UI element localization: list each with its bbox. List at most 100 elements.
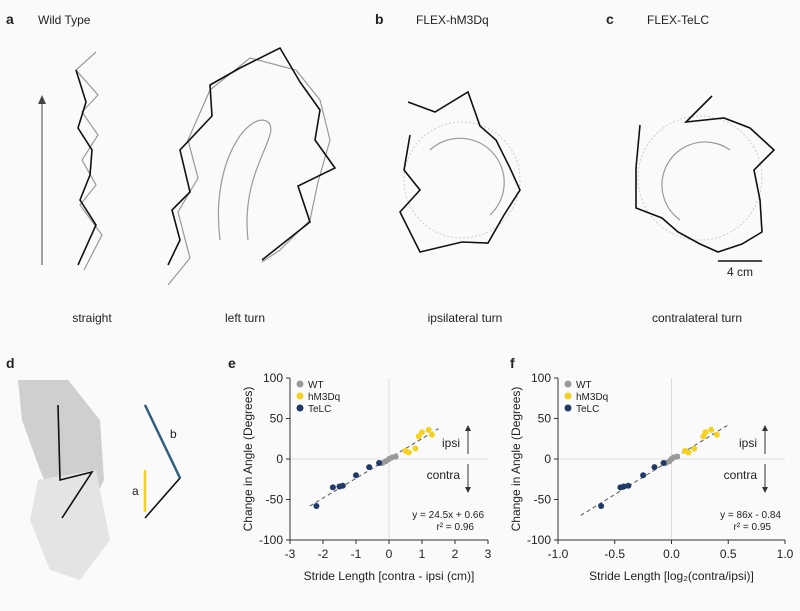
point — [651, 464, 658, 471]
legend-marker — [564, 380, 572, 388]
point — [708, 426, 715, 433]
x-tick-label: 0 — [386, 547, 393, 561]
x-tick-label: 3 — [485, 547, 492, 561]
x-tick-label: 0.0 — [663, 547, 680, 561]
x-tick-label: -1 — [351, 547, 362, 561]
direction-label: contra — [427, 468, 461, 482]
legend-marker — [564, 404, 572, 412]
panel-letter: a — [6, 11, 14, 27]
panel-letter: b — [375, 11, 384, 27]
point — [660, 460, 667, 467]
legend-marker — [296, 392, 304, 400]
legend-marker — [564, 392, 572, 400]
stride-gray — [167, 57, 331, 286]
point — [366, 464, 373, 471]
y-tick-label: 100 — [263, 371, 283, 385]
left-turn-sketch — [167, 46, 337, 286]
ipsi-sketch — [399, 90, 521, 253]
direction-arrow-head — [465, 487, 471, 493]
y-tick-label: 50 — [538, 412, 552, 426]
direction-label: ipsi — [442, 436, 460, 450]
legend-label: TeLC — [576, 404, 599, 415]
x-tick-label: -0.5 — [604, 547, 625, 561]
panel-title: FLEX-hM3Dq — [416, 13, 489, 27]
stride-black — [167, 46, 337, 266]
caption: left turn — [225, 311, 265, 325]
point — [640, 472, 647, 479]
arrow-head — [38, 95, 46, 104]
caption: straight — [72, 311, 112, 325]
x-tick-label: -1.0 — [548, 547, 569, 561]
point — [313, 502, 320, 509]
legend-label: WT — [308, 380, 324, 391]
r2-label: r² = 0.96 — [436, 522, 474, 533]
direction-arrow-head — [465, 425, 471, 431]
point — [419, 429, 425, 436]
direction-arrow-head — [762, 487, 768, 493]
mouse-hind — [30, 470, 110, 580]
y-tick-label: 100 — [531, 371, 551, 385]
point — [353, 472, 359, 479]
y-tick-label: -50 — [534, 493, 552, 507]
contra-sketch — [635, 95, 776, 253]
scale-label: 4 cm — [727, 265, 753, 279]
point — [428, 431, 435, 438]
point — [392, 453, 399, 460]
point — [713, 431, 720, 438]
y-axis-label: Change in Angle (Degrees) — [509, 387, 523, 532]
rotation-arrow — [429, 137, 505, 216]
stride-black — [635, 95, 776, 253]
y-tick-label: -50 — [266, 493, 284, 507]
x-tick-label: -2 — [318, 547, 329, 561]
point — [425, 426, 432, 433]
fit-line — [580, 424, 729, 516]
straight-sketch — [38, 51, 103, 271]
legend-label: hM3Dq — [308, 392, 340, 403]
x-tick-label: 0.5 — [720, 547, 737, 561]
point — [415, 433, 422, 440]
legend-marker — [296, 404, 304, 412]
point — [691, 445, 698, 452]
point — [329, 484, 336, 491]
path-arrow — [217, 119, 272, 241]
y-tick-label: 50 — [270, 412, 284, 426]
point — [598, 502, 605, 509]
y-tick-label: 0 — [276, 452, 283, 466]
point — [339, 482, 346, 489]
panel-letter: c — [606, 11, 614, 27]
fit-label: y = 86x - 0.84 — [720, 510, 781, 521]
y-tick-label: 0 — [544, 452, 551, 466]
path-circle — [637, 115, 763, 241]
stride-black — [75, 69, 97, 266]
rotation-arrow — [661, 141, 731, 221]
y-tick-label: -100 — [527, 533, 551, 547]
segment-b — [143, 404, 182, 479]
x-axis-label: Stride Length [log₂(contra/ipsi)] — [589, 569, 754, 583]
panel-letter: d — [6, 355, 15, 371]
x-axis-label: Stride Length [contra - ipsi (cm)] — [304, 569, 475, 583]
label: b — [170, 427, 177, 441]
point — [376, 460, 383, 467]
fit-label: y = 24.5x + 0.66 — [412, 510, 484, 521]
label: a — [132, 484, 139, 498]
caption: contralateral turn — [652, 311, 742, 325]
panel-letter: f — [510, 355, 515, 371]
x-tick-label: 2 — [452, 547, 459, 561]
legend-label: hM3Dq — [576, 392, 608, 403]
caption: ipsilateral turn — [428, 311, 503, 325]
r2-label: r² = 0.95 — [733, 522, 771, 533]
panel-letter: e — [228, 355, 236, 371]
mouse-sketch — [18, 380, 182, 580]
stride — [57, 404, 94, 519]
point — [620, 483, 627, 490]
legend-marker — [296, 380, 304, 388]
direction-label: ipsi — [739, 436, 757, 450]
point — [412, 445, 419, 452]
legend-label: WT — [576, 380, 592, 391]
x-tick-label: 1.0 — [777, 547, 794, 561]
point — [405, 449, 412, 456]
path-circle — [403, 121, 521, 239]
y-axis-label: Change in Angle (Degrees) — [241, 387, 255, 532]
